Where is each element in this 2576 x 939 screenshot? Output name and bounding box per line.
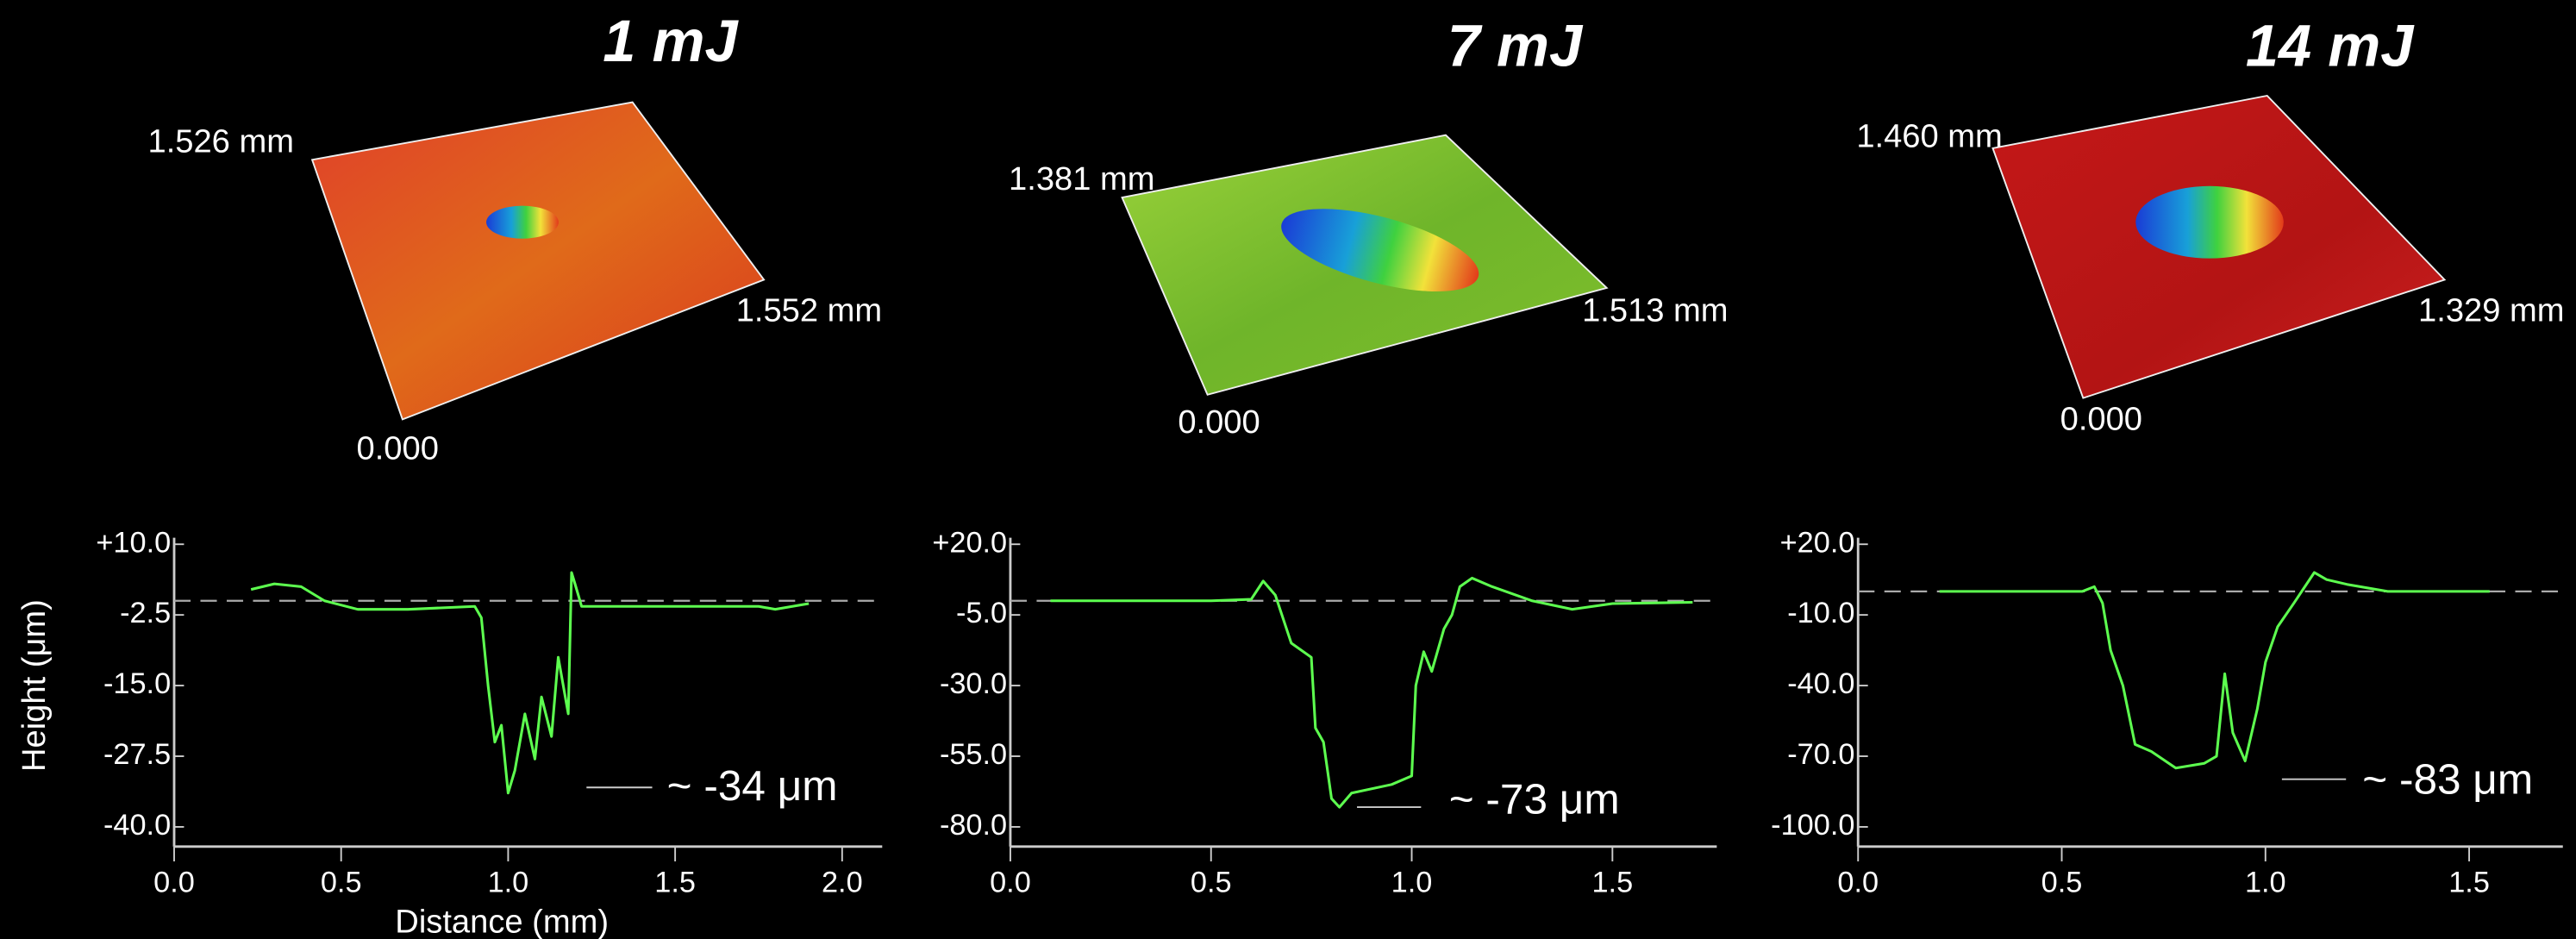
y-tick-label: -70.0 [1787, 738, 1854, 771]
y-tick-label: -55.0 [940, 738, 1007, 771]
panel-title: 14 mJ [2246, 13, 2415, 79]
y-tick-label: -27.5 [103, 738, 171, 771]
x-tick-label: 1.5 [654, 867, 696, 899]
surface-dimension: 0.000 [357, 431, 439, 467]
x-tick-label: 0.5 [1191, 867, 1232, 899]
y-tick-label: -10.0 [1787, 597, 1854, 629]
y-tick-label: +10.0 [96, 526, 171, 559]
y-tick-label: -100.0 [1771, 809, 1854, 842]
y-tick-label: +20.0 [932, 526, 1007, 559]
y-tick-label: -5.0 [956, 597, 1007, 629]
surface-dimension: 1.526 mm [148, 123, 294, 160]
x-tick-label: 1.5 [2448, 867, 2490, 899]
x-tick-label: 0.5 [2041, 867, 2083, 899]
y-tick-label: -30.0 [940, 667, 1007, 700]
annotation: ~ -73 μm [1449, 775, 1620, 823]
x-tick-label: 2.0 [822, 867, 863, 899]
x-tick-label: 1.5 [1591, 867, 1633, 899]
y-tick-label: -40.0 [1787, 667, 1854, 700]
surface-dimension: 0.000 [1178, 404, 1260, 441]
x-tick-label: 1.0 [1391, 867, 1433, 899]
surface-crater [486, 206, 559, 239]
surface-dimension: 1.381 mm [1009, 161, 1154, 197]
y-tick-label: -2.5 [120, 597, 171, 629]
x-tick-label: 0.0 [1837, 867, 1879, 899]
annotation: ~ -34 μm [667, 762, 838, 810]
panel-title: 7 mJ [1447, 13, 1584, 79]
x-tick-label: 0.0 [153, 867, 195, 899]
surface-dimension: 1.329 mm [2418, 293, 2564, 329]
surface-dimension: 1.513 mm [1582, 293, 1728, 329]
surface-dimension: 1.460 mm [1856, 119, 2002, 155]
x-tick-label: 1.0 [488, 867, 529, 899]
surface-dimension: 1.552 mm [736, 293, 882, 329]
x-axis-label: Distance (mm) [395, 904, 609, 939]
y-tick-label: +20.0 [1780, 526, 1855, 559]
surface-crater [2135, 186, 2284, 259]
x-tick-label: 1.0 [2245, 867, 2286, 899]
x-tick-label: 0.5 [321, 867, 362, 899]
y-tick-label: -40.0 [103, 809, 171, 842]
annotation: ~ -83 μm [2362, 756, 2533, 804]
y-tick-label: -15.0 [103, 667, 171, 700]
x-tick-label: 0.0 [990, 867, 1031, 899]
surface-dimension: 0.000 [2060, 401, 2142, 437]
y-tick-label: -80.0 [940, 809, 1007, 842]
y-axis-label: Height (μm) [16, 599, 53, 772]
panel-title: 1 mJ [603, 8, 739, 74]
figure: 1 mJ 1.526 mm 1.552 mm 0.000 +10.0 -2.5 -15.0 -… [0, 0, 2576, 939]
